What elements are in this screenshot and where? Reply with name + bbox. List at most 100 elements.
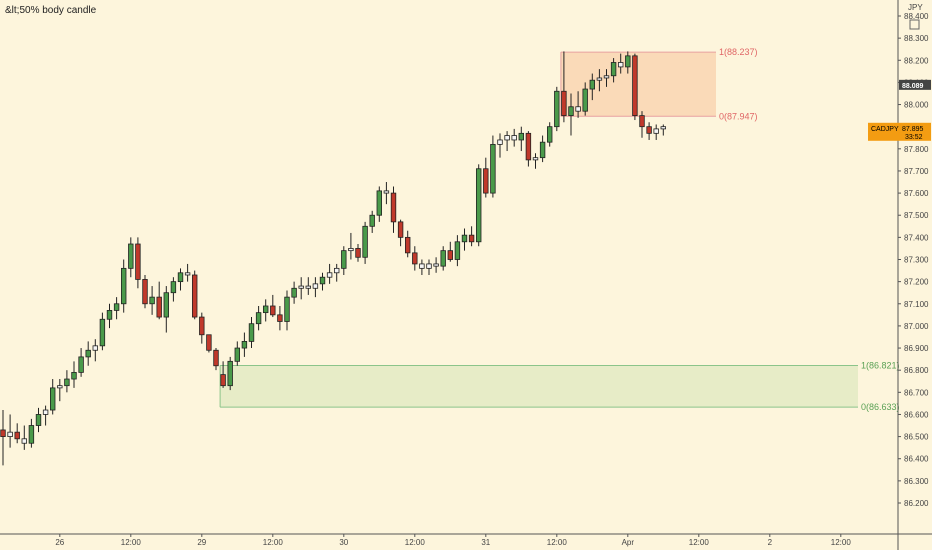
candle-body bbox=[440, 250, 446, 267]
candle bbox=[213, 348, 219, 371]
candle bbox=[632, 53, 638, 121]
candle bbox=[468, 226, 475, 247]
candle bbox=[433, 257, 439, 273]
candle-body bbox=[525, 132, 532, 161]
price-tick-label: 86.900 bbox=[904, 344, 929, 353]
candle-body bbox=[547, 126, 553, 143]
candle-body bbox=[660, 126, 666, 130]
candle-body bbox=[121, 267, 127, 305]
candle bbox=[234, 341, 240, 366]
candle-body bbox=[170, 281, 177, 294]
candle bbox=[603, 69, 610, 87]
candle-body bbox=[277, 314, 283, 322]
candle-body bbox=[568, 106, 574, 117]
price-tick-label: 86.300 bbox=[904, 477, 929, 486]
candle bbox=[369, 210, 375, 233]
candle-body bbox=[312, 283, 319, 289]
candle-body bbox=[632, 55, 638, 117]
candle bbox=[21, 425, 27, 450]
candle bbox=[404, 230, 411, 258]
candle bbox=[547, 122, 553, 147]
candle-body bbox=[78, 356, 84, 373]
candle bbox=[220, 361, 226, 388]
candle bbox=[156, 281, 162, 320]
candle bbox=[461, 228, 468, 251]
candle bbox=[262, 299, 269, 322]
demand-zone-top-label: 1(86.821) bbox=[861, 361, 900, 371]
candle bbox=[92, 339, 98, 362]
candle bbox=[582, 82, 588, 116]
candle bbox=[419, 259, 425, 275]
candle bbox=[206, 334, 212, 353]
candle-body bbox=[42, 409, 49, 415]
symbol-price-tag bbox=[868, 122, 931, 141]
candle-body bbox=[376, 190, 382, 216]
candle bbox=[568, 93, 574, 136]
candle-body bbox=[355, 248, 361, 258]
candle bbox=[35, 407, 42, 433]
price-axis[interactable]: 86.200 86.300 86.400 86.500 86.600 86.700 86.8… bbox=[897, 0, 929, 550]
candle bbox=[177, 268, 184, 291]
time-axis[interactable]: 26 12:00 29 12:00 30 12:00 31 12:00 Apr 12:00 2 12:… bbox=[0, 533, 932, 547]
candle bbox=[149, 286, 155, 315]
candle-body bbox=[14, 431, 20, 440]
time-tick-label: 12:00 bbox=[263, 538, 284, 547]
candle-body bbox=[142, 279, 148, 305]
candle bbox=[596, 69, 603, 92]
candle-body bbox=[397, 221, 404, 238]
candle-body bbox=[404, 236, 411, 254]
candle-body bbox=[28, 425, 35, 444]
candle-body bbox=[653, 128, 659, 134]
candle-body bbox=[113, 303, 120, 311]
candle-body bbox=[298, 285, 304, 289]
candle-body bbox=[135, 243, 141, 280]
candle bbox=[383, 182, 390, 205]
candle bbox=[639, 111, 645, 138]
candle-body bbox=[596, 77, 603, 81]
candle bbox=[121, 259, 127, 313]
time-tick-label: 12:00 bbox=[121, 538, 142, 547]
price-tick-label: 87.700 bbox=[904, 167, 929, 176]
candle-body bbox=[426, 263, 432, 269]
candle bbox=[99, 312, 106, 351]
price-tick-label: 86.400 bbox=[904, 455, 929, 464]
candle bbox=[312, 277, 319, 298]
demand-zone bbox=[220, 365, 859, 408]
candle bbox=[255, 305, 262, 331]
candle bbox=[618, 53, 624, 74]
candle bbox=[589, 73, 595, 101]
price-tick-label: 88.000 bbox=[904, 101, 929, 110]
price-tick-label: 86.600 bbox=[904, 410, 929, 419]
candle-body bbox=[539, 141, 546, 159]
candle bbox=[511, 128, 517, 147]
symbol-tag-countdown: 33:52 bbox=[905, 134, 923, 141]
candle-body bbox=[227, 360, 233, 387]
candle-body bbox=[333, 267, 340, 274]
candle-body bbox=[177, 272, 184, 283]
candle bbox=[284, 290, 290, 331]
candle-body bbox=[213, 349, 219, 367]
price-tick-label: 87.500 bbox=[904, 211, 929, 220]
candle bbox=[241, 332, 248, 357]
candle-body bbox=[128, 243, 134, 269]
candle-body bbox=[412, 252, 418, 265]
candle-body bbox=[490, 143, 496, 194]
candle-body bbox=[348, 248, 354, 252]
candle bbox=[227, 356, 233, 391]
candle bbox=[497, 133, 503, 158]
candle bbox=[397, 219, 404, 247]
price-tick-label: 86.500 bbox=[904, 433, 929, 442]
candle-body bbox=[184, 272, 191, 276]
candle-body bbox=[248, 323, 255, 342]
candle-body bbox=[511, 135, 517, 141]
candle-body bbox=[390, 192, 397, 223]
price-tick-label: 86.700 bbox=[904, 388, 929, 397]
candle bbox=[539, 135, 546, 163]
axis-settings-icon bbox=[909, 19, 920, 30]
candles-layer bbox=[0, 51, 666, 466]
candle bbox=[483, 157, 489, 198]
candle-body bbox=[64, 378, 70, 387]
candle-body bbox=[291, 287, 297, 298]
